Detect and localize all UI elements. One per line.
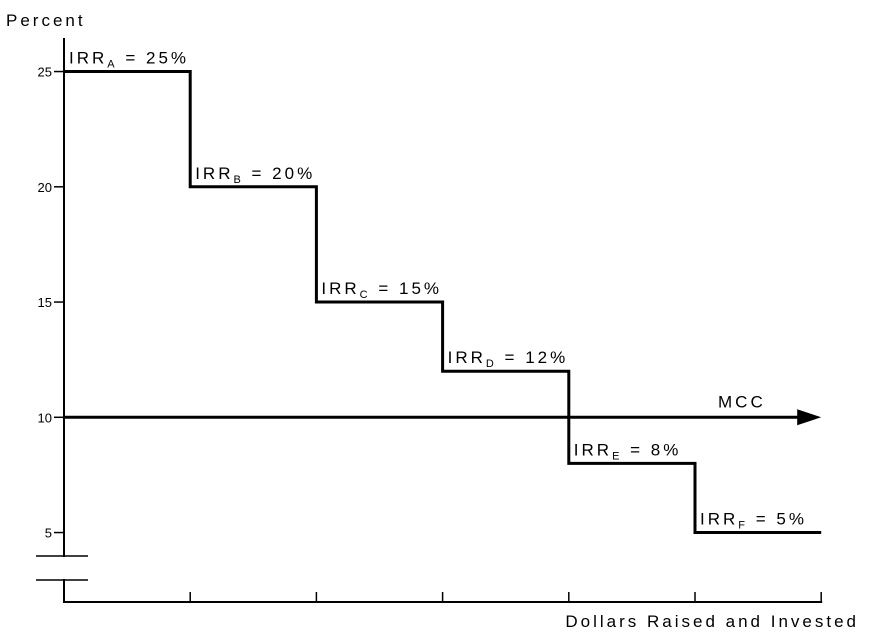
y-tick-label: 5	[45, 526, 52, 541]
irr-step-label: IRRE = 8%	[574, 440, 682, 462]
irr-step-label: IRRD = 12%	[448, 348, 569, 370]
y-axis-label: Percent	[6, 11, 86, 30]
irr-step-label: IRRA = 25%	[69, 49, 189, 71]
x-axis-label: Dollars Raised and Invested	[565, 612, 859, 631]
y-tick-label: 15	[38, 295, 52, 310]
data-labels: IRRA = 25% IRRB = 20% IRRC = 15% IRRD = 12%…	[69, 49, 807, 532]
y-tick-label: 25	[38, 65, 52, 80]
data-marks	[64, 70, 822, 535]
axis-break-gap	[61, 557, 67, 579]
ticks: 5 10 15 20 25	[38, 65, 822, 602]
irr-step-label: IRRC = 15%	[321, 279, 442, 301]
mcc-label: MCC	[718, 392, 766, 411]
irr-step-line	[64, 70, 822, 535]
y-tick-label: 20	[38, 180, 52, 195]
mcc-arrowhead	[797, 409, 822, 426]
y-tick-label: 10	[38, 410, 52, 425]
irr-step-label: IRRF = 5%	[700, 510, 807, 532]
irr-step-label: IRRB = 20%	[195, 164, 315, 186]
